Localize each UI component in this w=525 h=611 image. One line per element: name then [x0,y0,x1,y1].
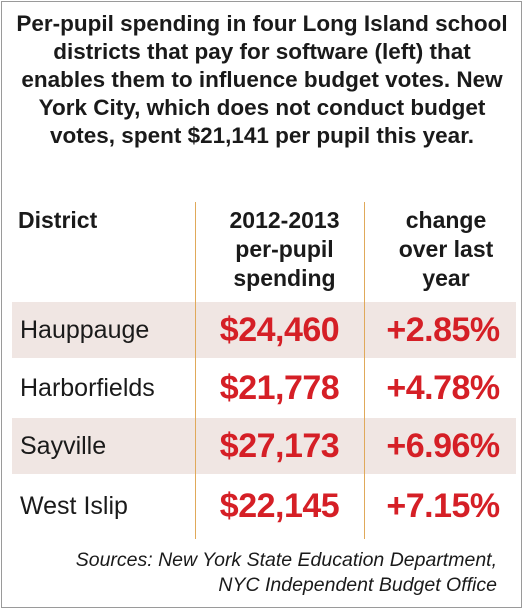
district-name: Hauppauge [20,316,150,344]
change-value: +7.15% [386,487,500,525]
spending-value: $21,778 [219,369,340,407]
table-header: District 2012-2013 per-pupil spending ch… [2,202,523,302]
header-spending: 2012-2013 per-pupil spending [207,206,362,293]
source-line-2: NYC Independent Budget Office [218,574,497,596]
change-value: +2.85% [386,311,500,349]
source-note: Sources: New York State Education Depart… [7,548,497,598]
source-line-1: Sources: New York State Education Depart… [75,549,497,571]
header-spending-line-2: per-pupil [235,236,334,262]
spending-value: $24,460 [219,311,340,349]
header-spending-line-1: 2012-2013 [229,207,340,233]
column-divider-left [195,202,196,539]
header-change: change over last year [372,206,520,293]
table-row-sayville: Sayville $27,173 +6.96% [12,418,516,474]
header-spending-line-3: spending [233,265,336,291]
chart-title: Per-pupil spending in four Long Island s… [16,11,508,148]
header-district: District [18,207,98,233]
district-name: Harborfields [20,374,155,402]
change-value: +6.96% [386,427,500,465]
district-name: West Islip [20,492,128,520]
table-row-harborfields: Harborfields $21,778 +4.78% [12,360,516,416]
column-divider-right [364,202,365,539]
header-change-line-3: year [422,265,470,291]
spending-value: $22,145 [219,487,340,525]
spending-value: $27,173 [219,427,340,465]
header-change-line-2: over last [398,236,494,262]
table-row-west-islip: West Islip $22,145 +7.15% [12,478,516,534]
table-row-hauppauge: Hauppauge $24,460 +2.85% [12,302,516,358]
change-value: +4.78% [386,369,500,407]
header-change-line-1: change [405,207,487,233]
district-name: Sayville [20,432,107,460]
